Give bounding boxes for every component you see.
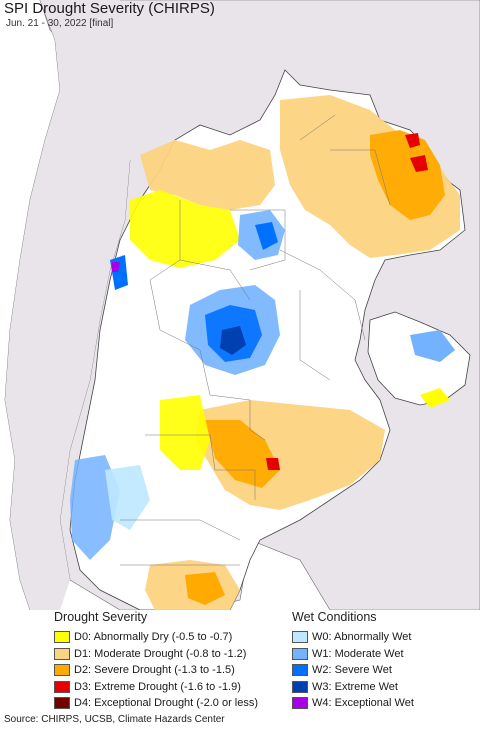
legend-drought: Drought Severity D0: Abnormally Dry (-0.… [54, 610, 258, 712]
legend-item-d0: D0: Abnormally Dry (-0.5 to -0.7) [54, 629, 258, 645]
legend-item-w0: W0: Abnormally Wet [292, 629, 414, 645]
wet-w4-west [112, 262, 120, 272]
wet-w0-southwest [105, 465, 150, 530]
legend-item-d1: D1: Moderate Drought (-0.8 to -1.2) [54, 646, 258, 662]
legend-swatch-d2 [54, 664, 70, 676]
uruguay-region [367, 311, 471, 406]
drought-d2-paraguay [370, 130, 445, 220]
legend-swatch-w4 [292, 697, 308, 709]
legend-swatch-d1 [54, 647, 70, 660]
map-title: SPI Drought Severity (CHIRPS) [4, 0, 215, 17]
legend-wet: Wet Conditions W0: Abnormally Wet W1: Mo… [292, 610, 414, 712]
drought-d2-pampas [205, 420, 280, 488]
drought-d0-pampas [160, 395, 210, 470]
drought-d3-paraguay-2 [410, 155, 428, 172]
legend-swatch-w3 [292, 680, 308, 693]
wet-w3-central [220, 326, 246, 355]
drought-d3-paraguay [405, 133, 420, 148]
land-west-strip [5, 0, 140, 610]
province-borders [120, 114, 391, 566]
legend-wet-heading: Wet Conditions [292, 610, 377, 624]
wet-w1-uruguay [410, 330, 455, 362]
legend-item-d3: D3: Extreme Drought (-1.6 to -1.9) [54, 679, 258, 695]
legend-item-d2: D2: Severe Drought (-1.3 to -1.5) [54, 662, 258, 678]
drought-map [4, 0, 480, 610]
legend-label-w3: W3: Extreme Wet [312, 680, 398, 693]
legend-swatch-w0 [292, 631, 308, 643]
drought-d3-pampas [266, 458, 280, 470]
legend-label-d4: D4: Exceptional Drought (-2.0 or less) [74, 697, 259, 709]
legend-label-w1: W1: Moderate Wet [312, 647, 404, 660]
legend-label-d3: D3: Extreme Drought (-1.6 to -1.9) [74, 680, 241, 693]
legend-item-w1: W1: Moderate Wet [292, 646, 414, 662]
legend-label-w0: W0: Abnormally Wet [312, 631, 412, 643]
legend-item-w4: W4: Exceptional Wet [292, 695, 414, 711]
legend-swatch-d3 [54, 680, 70, 693]
legend-label-w4: W4: Exceptional Wet [312, 697, 414, 709]
legend-label-d0: D0: Abnormally Dry (-0.5 to -0.7) [74, 631, 233, 643]
drought-d0-northwest [130, 190, 240, 268]
legend-item-w3: W3: Extreme Wet [292, 679, 414, 695]
legend-label-d2: D2: Severe Drought (-1.3 to -1.5) [74, 664, 235, 676]
legend-label-d1: D1: Moderate Drought (-0.8 to -1.2) [74, 647, 247, 660]
legend-swatch-d0 [54, 631, 70, 643]
source-credit: Source: CHIRPS, UCSB, Climate Hazards Ce… [4, 714, 225, 725]
drought-d1-northwest [140, 140, 275, 210]
legend-swatch-w2 [292, 664, 308, 676]
legend-drought-heading: Drought Severity [54, 610, 148, 624]
legend-item-w2: W2: Severe Wet [292, 662, 414, 678]
legend-label-w2: W2: Severe Wet [312, 664, 392, 676]
legend-swatch-w1 [292, 647, 308, 660]
drought-d2-south [185, 572, 225, 605]
legend-swatch-d4 [54, 697, 70, 709]
drought-d0-uruguay [420, 388, 450, 408]
legend-item-d4: D4: Exceptional Drought (-2.0 or less) [54, 695, 258, 711]
map-subtitle: Jun. 21 - 30, 2022 [final] [6, 18, 114, 29]
wet-w2-north [255, 222, 278, 250]
